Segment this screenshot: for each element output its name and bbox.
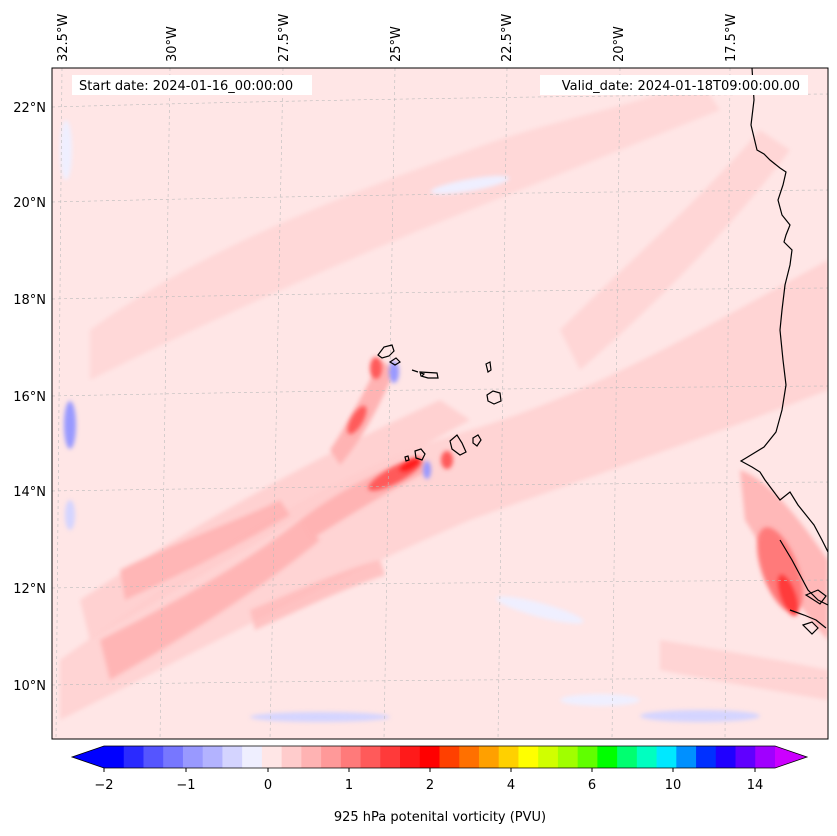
colorbar-cell — [439, 746, 460, 768]
lon-label: 30°W — [165, 26, 180, 62]
colorbar-cell — [222, 746, 243, 768]
colorbar-tick-label: −1 — [176, 778, 195, 793]
colorbar-cell — [143, 746, 164, 768]
colorbar-cell — [538, 746, 559, 768]
island-santo-antao — [377, 344, 395, 359]
lat-label: 10°N — [13, 679, 46, 694]
colorbar-cell — [715, 746, 737, 768]
colorbar-tick-label: 2 — [426, 778, 434, 793]
lon-label: 17.5°W — [724, 14, 739, 62]
colorbar-cell — [735, 746, 756, 768]
colorbar-over-arrow — [775, 746, 807, 768]
colorbar-tick-label: 4 — [507, 778, 515, 793]
island-sao-nicolau — [411, 369, 426, 377]
island-boa-vista — [486, 390, 502, 405]
lon-label: 25°W — [389, 26, 404, 62]
colorbar-cell — [182, 746, 204, 768]
colorbar-cell — [163, 746, 184, 768]
colorbar-cell — [321, 746, 342, 768]
colorbar-tick-label: 10 — [665, 778, 682, 793]
lat-label: 22°N — [13, 101, 46, 116]
lon-label: 32.5°W — [56, 14, 71, 62]
colorbar-cell — [123, 746, 145, 768]
lon-label: 20°W — [612, 26, 627, 62]
colorbar-cell — [459, 746, 480, 768]
colorbar-cell — [518, 746, 539, 768]
colorbar-tick-labels: −2 −1 0 1 2 4 6 10 14 — [94, 778, 763, 793]
colorbar-cell — [577, 746, 598, 768]
colorbar-cell — [281, 746, 302, 768]
lat-label: 12°N — [13, 582, 46, 597]
colorbar-cell — [676, 746, 697, 768]
colorbar-cell — [202, 746, 224, 768]
lat-label: 16°N — [13, 390, 46, 405]
colorbar-cell — [261, 746, 283, 768]
map-panel: Start date: 2024-01-16_00:00:00 Valid_da… — [52, 68, 828, 739]
start-date-box — [72, 75, 312, 95]
colorbar-cell — [419, 746, 441, 768]
lat-label: 20°N — [13, 196, 46, 211]
colorbar: −2 −1 0 1 2 4 6 10 14 925 hPa potenital … — [70, 745, 809, 825]
valid-date-box — [540, 75, 808, 95]
colorbar-cell — [104, 746, 125, 768]
colorbar-cell — [696, 746, 717, 768]
colorbar-label: 925 hPa potenital vorticity (PVU) — [334, 810, 546, 825]
island-fogo — [414, 448, 426, 461]
island-brava — [404, 455, 410, 462]
island-sao-vicente — [388, 357, 401, 366]
island-sal — [485, 361, 492, 373]
colorbar-cell — [360, 746, 381, 768]
valid-date-text: Valid_date: 2024-01-18T09:00:00.00 — [562, 79, 800, 94]
pv-negative-areas — [60, 120, 760, 722]
colorbar-cells — [104, 746, 776, 768]
colorbar-cell — [557, 746, 579, 768]
coastlines — [377, 68, 828, 635]
graticule — [52, 68, 828, 739]
pv-maxima — [347, 357, 803, 616]
colorbar-cell — [656, 746, 677, 768]
colorbar-tick-label: 6 — [588, 778, 596, 793]
africa-coastline — [739, 68, 828, 553]
colorbar-cell — [755, 746, 776, 768]
colorbar-under-arrow — [72, 746, 104, 768]
island-santiago — [449, 434, 467, 456]
colorbar-tick-label: 1 — [345, 778, 353, 793]
start-date-text: Start date: 2024-01-16_00:00:00 — [79, 79, 293, 94]
colorbar-cell — [380, 746, 401, 768]
lon-label: 27.5°W — [277, 14, 292, 62]
colorbar-cell — [617, 746, 638, 768]
colorbar-cell — [498, 746, 520, 768]
colorbar-cell — [400, 746, 421, 768]
latitude-labels: 22°N 20°N 18°N 16°N 14°N 12°N 10°N — [13, 101, 46, 694]
colorbar-tick-label: 0 — [264, 778, 272, 793]
lon-label: 22.5°W — [500, 14, 515, 62]
map-frame — [51, 67, 829, 740]
colorbar-cell — [242, 746, 263, 768]
colorbar-cell — [478, 746, 500, 768]
colorbar-cell — [636, 746, 658, 768]
colorbar-cell — [340, 746, 362, 768]
colorbar-ticks — [103, 768, 756, 772]
colorbar-tick-label: −2 — [94, 778, 113, 793]
lat-label: 18°N — [13, 293, 46, 308]
lat-label: 14°N — [13, 485, 46, 500]
island-maio — [472, 434, 482, 447]
colorbar-cell — [301, 746, 322, 768]
longitude-labels: 32.5°W 30°W 27.5°W 25°W 22.5°W 20°W 17.5… — [56, 14, 739, 62]
colorbar-cell — [597, 746, 618, 768]
colorbar-tick-label: 14 — [747, 778, 764, 793]
